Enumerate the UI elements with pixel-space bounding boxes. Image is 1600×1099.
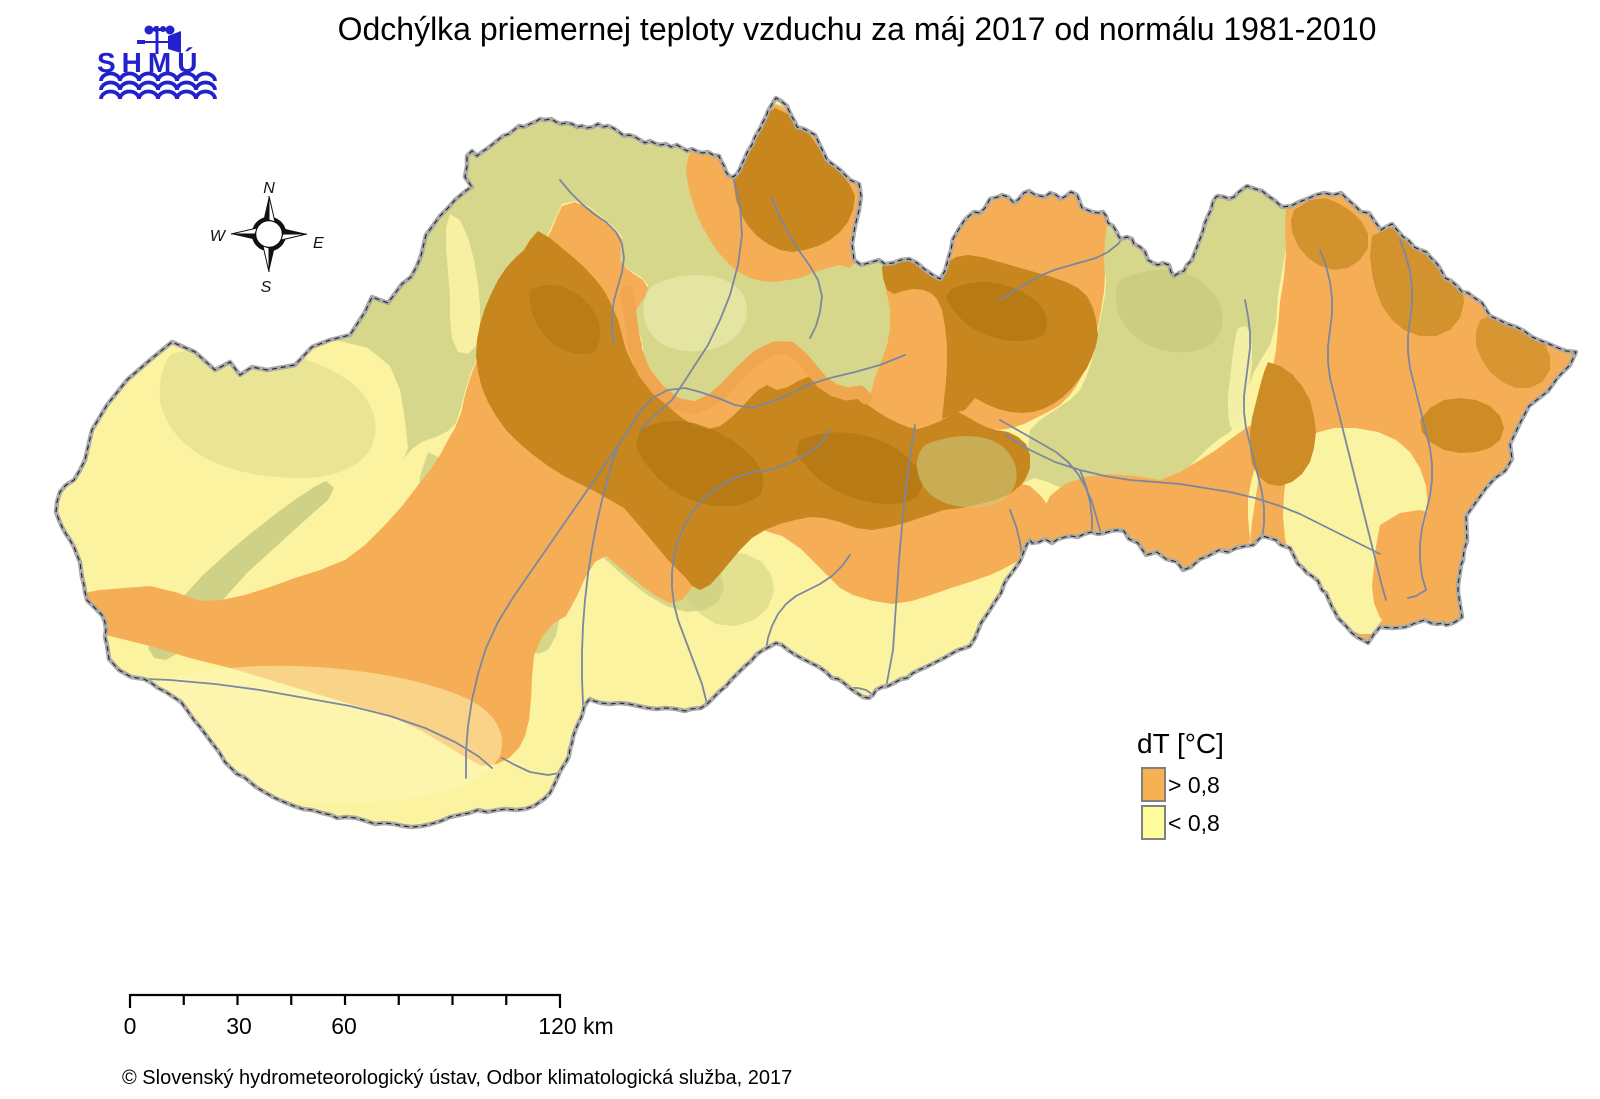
svg-text:> 0,8: > 0,8	[1168, 772, 1220, 798]
svg-text:dT [°C]: dT [°C]	[1137, 728, 1224, 759]
svg-text:W: W	[210, 228, 227, 245]
svg-text:E: E	[313, 235, 324, 252]
svg-text:N: N	[263, 180, 275, 197]
svg-text:60: 60	[331, 1013, 357, 1039]
svg-text:30: 30	[226, 1013, 252, 1039]
svg-text:© Slovenský hydrometeorologick: © Slovenský hydrometeorologický ústav, O…	[122, 1067, 792, 1089]
svg-text:< 0,8: < 0,8	[1168, 810, 1220, 836]
svg-text:0: 0	[124, 1013, 137, 1039]
svg-text:S: S	[261, 279, 272, 296]
svg-text:120 km: 120 km	[538, 1013, 613, 1039]
svg-text:Odchýlka priemernej teploty vz: Odchýlka priemernej teploty vzduchu za m…	[338, 11, 1377, 47]
